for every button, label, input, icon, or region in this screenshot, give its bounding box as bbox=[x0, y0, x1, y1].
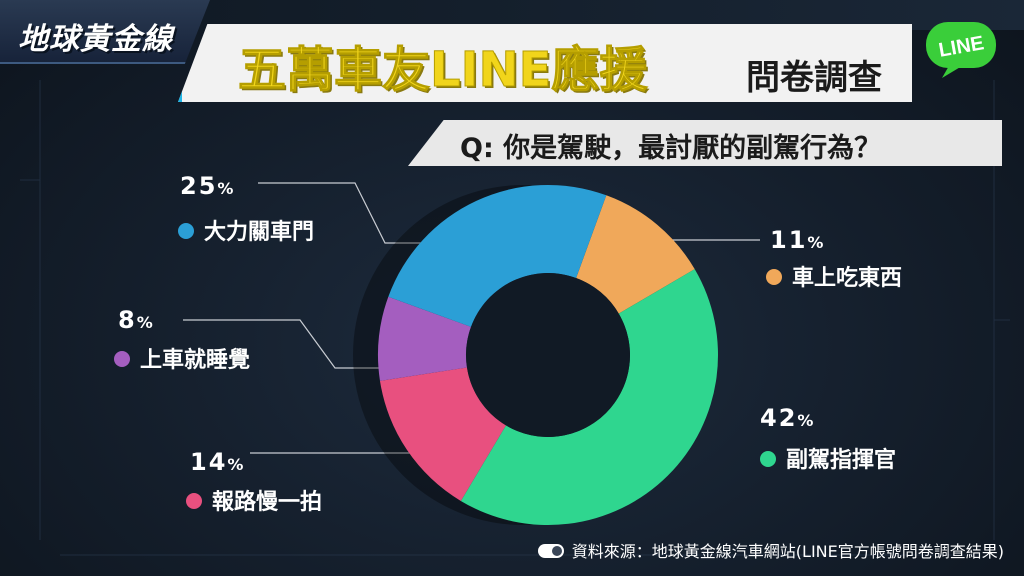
donut-slice-s0 bbox=[576, 195, 695, 314]
toggle-icon bbox=[537, 543, 564, 558]
brand-logo: 地球黃金線 bbox=[18, 22, 173, 57]
legend-dot-s3 bbox=[114, 351, 130, 367]
donut-slice-s4 bbox=[388, 185, 607, 327]
legend-dot-s2 bbox=[186, 493, 202, 509]
leader-line-s3 bbox=[183, 319, 420, 369]
slice-pct-s4: 25% bbox=[180, 172, 236, 200]
slice-label-s0: 車上吃東西 bbox=[766, 260, 902, 292]
slice-pct-s3: 8% bbox=[118, 306, 155, 334]
slice-label-s2: 報路慢一拍 bbox=[186, 484, 322, 516]
donut-hole bbox=[466, 273, 630, 437]
question-text: Q: 你是駕駛，最討厭的副駕行為？ bbox=[460, 133, 882, 164]
source-note: 資料來源：地球黃金線汽車網站(LINE官方帳號問卷調查結果) bbox=[537, 538, 1004, 562]
line-logo-icon: LINE bbox=[926, 22, 996, 78]
slice-pct-s0: 11% bbox=[770, 226, 826, 254]
donut-slice-s2 bbox=[379, 367, 506, 501]
question-banner bbox=[408, 120, 1002, 166]
legend-dot-s1 bbox=[760, 451, 776, 467]
legend-dot-s4 bbox=[178, 223, 194, 239]
page-title: 五萬車友LINE應援 bbox=[237, 42, 648, 99]
logo-box bbox=[0, 0, 210, 64]
slice-label-s4: 大力關車門 bbox=[178, 214, 314, 246]
slice-pct-s2: 14% bbox=[190, 448, 246, 476]
donut-slice-s1 bbox=[460, 269, 719, 525]
slice-label-s3: 上車就睡覺 bbox=[114, 342, 250, 374]
legend-dot-s0 bbox=[766, 269, 782, 285]
donut-slice-s3 bbox=[378, 296, 471, 381]
slice-label-s1: 副駕指揮官 bbox=[760, 442, 896, 474]
page-subtitle: 問卷調查 bbox=[746, 58, 882, 98]
slice-pct-s1: 42% bbox=[760, 404, 816, 432]
